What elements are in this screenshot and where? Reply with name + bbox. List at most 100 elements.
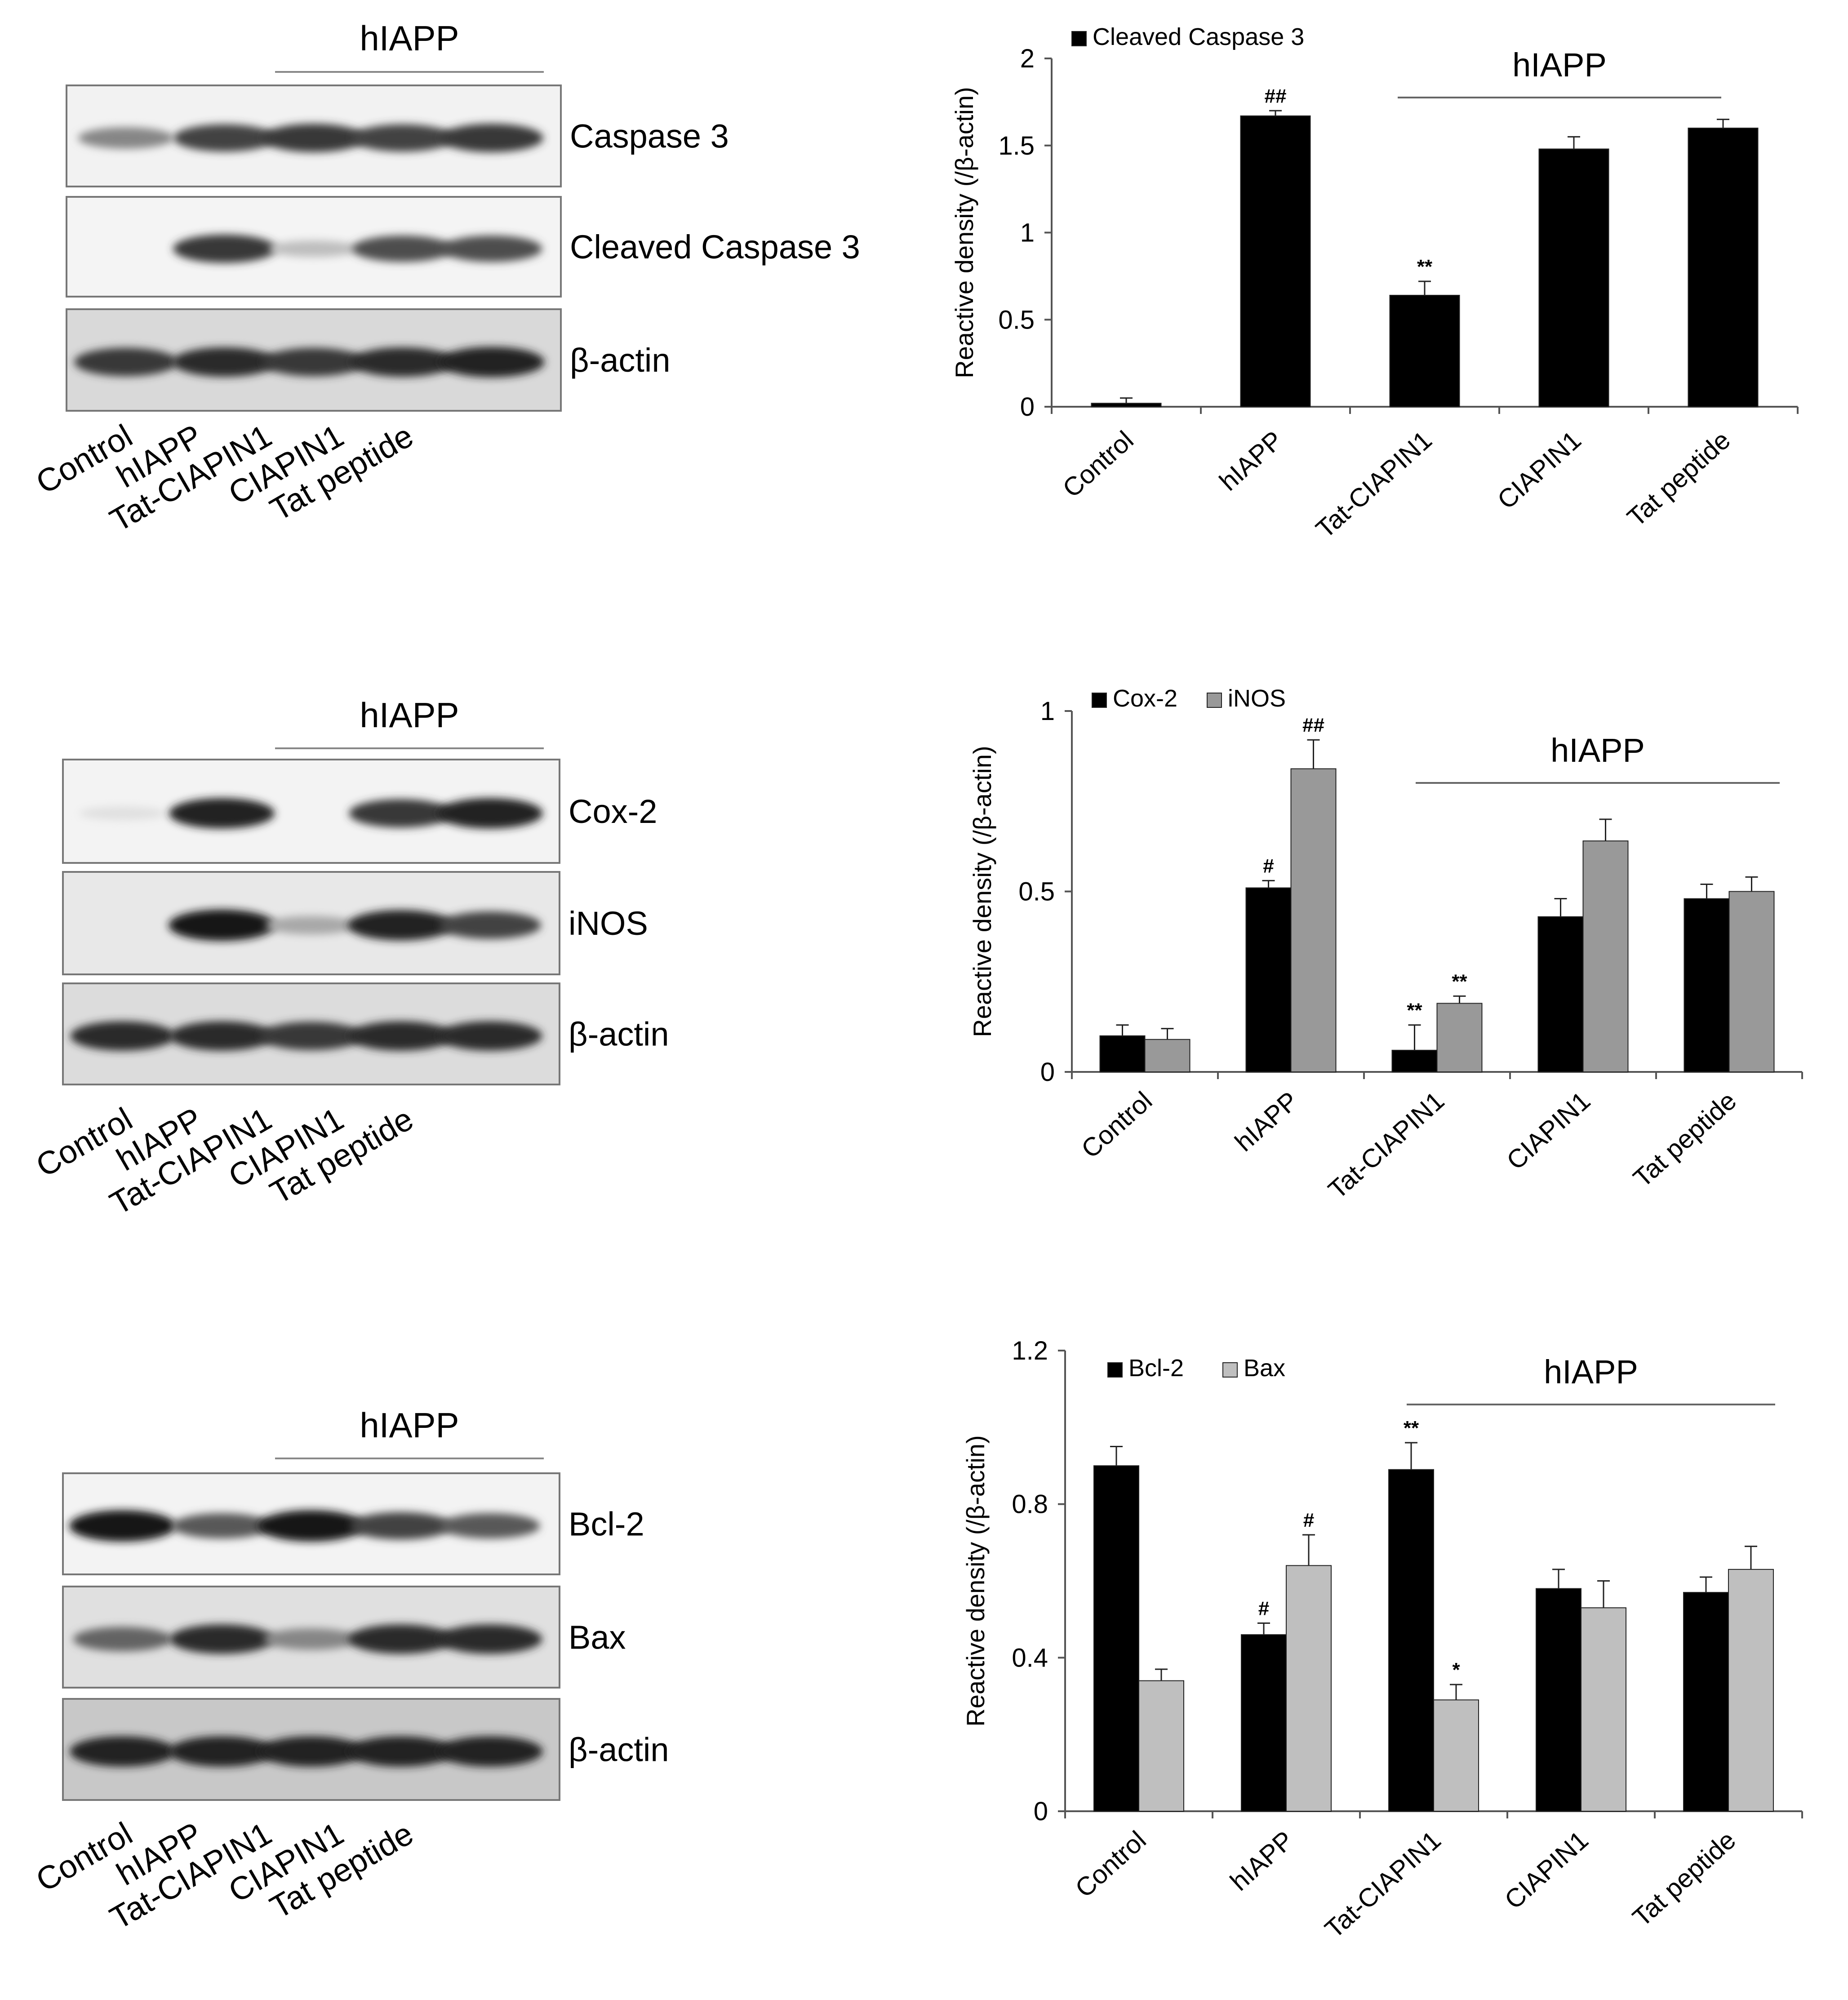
blot-row-label: Bax [569,1619,626,1656]
blot-band [349,799,453,828]
bar [1391,1049,1438,1073]
bar [1684,898,1730,1073]
blot-row-label: iNOS [569,905,648,942]
blot-row-label: Cleaved Caspase 3 [570,228,860,266]
blot-band [269,240,359,257]
blot-band [262,347,365,377]
blot-group-label: hIAPP [360,1405,459,1445]
blot-band [347,910,453,941]
significance-mark: ** [1452,970,1467,992]
blot-band [349,1512,452,1540]
chart-group-label: hIAPP [1550,732,1645,769]
x-tick-label: Tat peptide [1628,1086,1742,1193]
y-tick-label: 0.8 [1012,1490,1048,1519]
blot-group-label: hIAPP [360,18,459,58]
significance-mark: # [1258,1597,1269,1619]
legend-swatch [1071,31,1087,46]
blot-band [440,124,543,152]
blot-panel-3: hIAPPBcl-2Baxβ-actinControlhIAPPTat-CIAP… [30,1405,669,1937]
legend-label: Bcl-2 [1128,1355,1184,1382]
significance-mark: ** [1404,1417,1419,1439]
y-tick-label: 1.2 [1012,1336,1048,1365]
blot-band [348,1624,453,1654]
x-tick-label: Control [1057,425,1139,503]
bar [1688,128,1759,407]
blot-panel-2: hIAPPCox-2iNOSβ-actinControlhIAPPTat-CIA… [30,695,669,1222]
bar [1728,1569,1774,1812]
blot-row: Bcl-2 [62,1472,644,1575]
blot-band [168,909,275,941]
blot-band [437,1736,543,1767]
blot-row-label: Cox-2 [569,793,657,830]
blot-band [172,347,277,377]
x-tick-label: Tat-CIAPIN1 [1323,1086,1450,1204]
bar [1537,916,1584,1072]
blot-band [78,127,174,149]
legend-swatch [1222,1362,1238,1378]
bar [1240,115,1311,407]
bar [1582,840,1629,1072]
bar [1091,403,1162,407]
significance-mark: ** [1417,256,1433,278]
x-tick-label: hIAPP [1225,1825,1299,1896]
blot-band [439,347,545,378]
blot-row-label: Caspase 3 [570,118,729,155]
significance-mark: ## [1302,714,1324,736]
blot-band [169,1736,275,1767]
blot-row: β-actin [66,308,671,412]
blot-band [348,1021,453,1051]
legend-swatch [1092,693,1107,708]
blot-band [441,236,542,262]
chart-panel-1: 0 0.5 1 1.5 2 Reactive density (/β-actin) Cont… [950,23,1799,544]
chart-panel-3: 0 0.4 0.8 1.2 Reactive density (/β-actin) Con… [961,1336,1803,1944]
blot-row: Bax [62,1586,626,1689]
blot-band [79,806,166,820]
x-tick-label: CIAPIN1 [1492,425,1587,515]
blot-band [437,798,543,829]
blot-band [173,234,276,263]
blot-row: iNOS [62,871,648,975]
y-axis-label: Reactive density (/β-actin) [961,1435,990,1726]
legend-label: iNOS [1228,685,1286,712]
significance-mark: ## [1265,85,1287,107]
blot-band [70,1736,176,1767]
y-tick-label: 0 [1040,1058,1055,1087]
significance-mark: * [1452,1659,1460,1681]
y-tick-label: 1 [1020,218,1035,248]
bar [1536,1588,1581,1812]
figure-layer: hIAPP Caspase 3 Cleaved Caspase 3 β-actin Co… [30,18,1803,1944]
blot-band [265,916,357,935]
x-tick-label: Tat peptide [1621,425,1736,532]
blot-band [259,1022,363,1050]
blot-row-label: β-actin [569,1731,669,1769]
blot-band [73,1627,172,1652]
blot-band [169,798,275,829]
bar [1093,1465,1139,1812]
blot-band [172,1513,272,1539]
blot-band [173,124,276,152]
blot-row: β-actin [62,982,669,1085]
bar [1144,1039,1191,1072]
x-tick-label: Tat-CIAPIN1 [1319,1825,1447,1944]
significance-mark: # [1303,1509,1314,1531]
blot-band [347,1736,453,1767]
blot-band [169,1021,274,1051]
blot-band [351,124,454,152]
bar [1436,1003,1483,1072]
blot-band [258,1736,364,1767]
y-tick-label: 1.5 [998,131,1035,160]
significance-mark: ** [1407,1000,1422,1022]
y-axis-label: Reactive density (/β-actin) [950,87,978,378]
x-tick-label: CIAPIN1 [1501,1086,1596,1175]
blot-band [350,347,455,377]
blot-band [439,911,542,939]
x-tick-label: Tat-CIAPIN1 [1310,425,1438,544]
blot-band [263,1628,359,1650]
bar [1683,1592,1729,1812]
legend-label: Cleaved Caspase 3 [1093,23,1304,50]
blot-row: Caspase 3 [66,84,729,187]
bar [1389,295,1460,407]
blot-band [74,347,178,377]
blot-band [258,1510,365,1542]
